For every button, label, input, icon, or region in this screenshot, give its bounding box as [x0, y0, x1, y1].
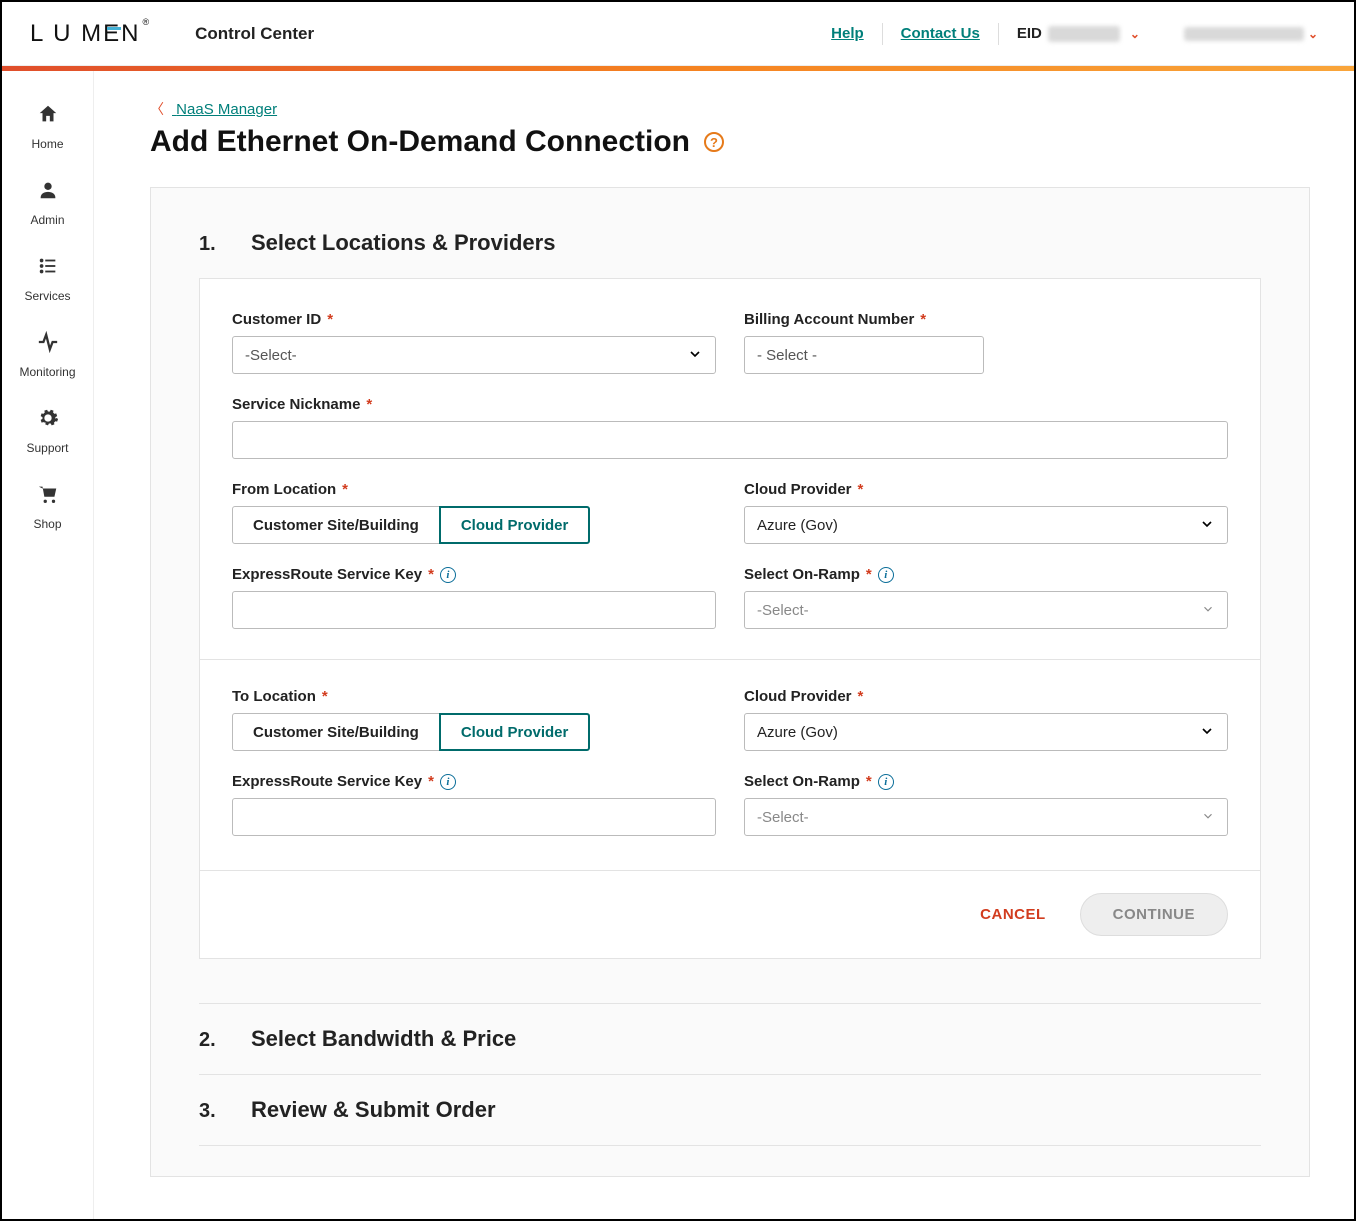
- to-customer-site-button[interactable]: Customer Site/Building: [232, 713, 440, 751]
- from-customer-site-button[interactable]: Customer Site/Building: [232, 506, 440, 544]
- info-icon[interactable]: i: [878, 774, 894, 790]
- sidebar-item-label: Support: [26, 441, 68, 455]
- nickname-label: Service Nickname *: [232, 396, 1228, 413]
- eid-value-redacted: [1048, 26, 1120, 42]
- info-icon[interactable]: i: [440, 567, 456, 583]
- app-title: Control Center: [195, 24, 314, 44]
- sidebar-item-monitoring[interactable]: Monitoring: [2, 317, 93, 393]
- cart-icon: [37, 483, 59, 511]
- sidebar-item-admin[interactable]: Admin: [2, 165, 93, 241]
- divider: [200, 659, 1260, 660]
- help-link[interactable]: Help: [813, 23, 883, 45]
- step-1-card: Customer ID * -Select- Billing Account N…: [199, 278, 1261, 959]
- page-title: Add Ethernet On-Demand Connection ?: [150, 125, 1310, 159]
- info-icon[interactable]: i: [878, 567, 894, 583]
- step-2-header[interactable]: 2. Select Bandwidth & Price: [199, 1003, 1261, 1074]
- eid-dropdown[interactable]: EID ⌄: [999, 25, 1148, 42]
- to-cloud-provider-button[interactable]: Cloud Provider: [439, 713, 591, 751]
- to-express-key-label: ExpressRoute Service Key * i: [232, 773, 716, 790]
- sidebar-item-label: Admin: [30, 213, 64, 227]
- gear-icon: [37, 407, 59, 435]
- customer-id-select[interactable]: -Select-: [232, 336, 716, 374]
- cancel-button[interactable]: CANCEL: [980, 906, 1046, 923]
- to-location-label: To Location *: [232, 688, 716, 705]
- nickname-input[interactable]: [232, 421, 1228, 459]
- chevron-down-icon: [1199, 723, 1215, 742]
- chevron-down-icon: [1201, 809, 1215, 826]
- from-location-toggle: Customer Site/Building Cloud Provider: [232, 506, 716, 544]
- to-cloud-provider-label: Cloud Provider *: [744, 688, 1228, 705]
- chevron-left-icon: 〈: [150, 99, 164, 119]
- from-location-label: From Location *: [232, 481, 716, 498]
- from-cloud-provider-label: Cloud Provider *: [744, 481, 1228, 498]
- wizard-panel: 1. Select Locations & Providers Customer…: [150, 187, 1310, 1177]
- breadcrumb-link[interactable]: NaaS Manager: [172, 101, 277, 118]
- app-header: L U M E N® Control Center Help Contact U…: [2, 2, 1354, 66]
- pulse-icon: [37, 331, 59, 359]
- home-icon: [37, 103, 59, 131]
- from-onramp-label: Select On-Ramp * i: [744, 566, 1228, 583]
- account-dropdown[interactable]: ⌄: [1148, 27, 1326, 41]
- billing-label: Billing Account Number *: [744, 311, 1228, 328]
- sidebar-item-label: Monitoring: [19, 365, 75, 379]
- breadcrumb[interactable]: 〈 NaaS Manager: [150, 99, 1310, 119]
- from-express-key-label: ExpressRoute Service Key * i: [232, 566, 716, 583]
- from-express-key-input[interactable]: [232, 591, 716, 629]
- continue-button[interactable]: CONTINUE: [1080, 893, 1228, 936]
- sidebar: Home Admin Services Monitoring Support S…: [2, 71, 94, 1219]
- eid-label: EID: [1017, 25, 1042, 42]
- step-1-header: 1. Select Locations & Providers: [199, 230, 1261, 256]
- sidebar-item-home[interactable]: Home: [2, 89, 93, 165]
- chevron-down-icon: ⌄: [1308, 27, 1318, 41]
- contact-link[interactable]: Contact Us: [883, 23, 999, 45]
- to-express-key-input[interactable]: [232, 798, 716, 836]
- to-onramp-select[interactable]: -Select-: [744, 798, 1228, 836]
- chevron-down-icon: ⌄: [1130, 27, 1140, 41]
- sidebar-item-label: Home: [31, 137, 63, 151]
- from-onramp-select[interactable]: -Select-: [744, 591, 1228, 629]
- list-icon: [37, 255, 59, 283]
- from-cloud-provider-select[interactable]: Azure (Gov): [744, 506, 1228, 544]
- sidebar-item-label: Shop: [33, 517, 61, 531]
- sidebar-item-label: Services: [24, 289, 70, 303]
- chevron-down-icon: [687, 346, 703, 365]
- from-cloud-provider-button[interactable]: Cloud Provider: [439, 506, 591, 544]
- info-icon[interactable]: i: [440, 774, 456, 790]
- to-cloud-provider-select[interactable]: Azure (Gov): [744, 713, 1228, 751]
- to-location-toggle: Customer Site/Building Cloud Provider: [232, 713, 716, 751]
- user-icon: [37, 179, 59, 207]
- customer-id-label: Customer ID *: [232, 311, 716, 328]
- step-3-header[interactable]: 3. Review & Submit Order: [199, 1074, 1261, 1146]
- help-icon[interactable]: ?: [704, 132, 724, 152]
- sidebar-item-shop[interactable]: Shop: [2, 469, 93, 545]
- step-1-footer: CANCEL CONTINUE: [200, 870, 1260, 958]
- chevron-down-icon: [1201, 602, 1215, 619]
- chevron-down-icon: [1199, 516, 1215, 535]
- sidebar-item-services[interactable]: Services: [2, 241, 93, 317]
- billing-select[interactable]: - Select -: [744, 336, 984, 374]
- to-onramp-label: Select On-Ramp * i: [744, 773, 1228, 790]
- main-content: 〈 NaaS Manager Add Ethernet On-Demand Co…: [94, 71, 1354, 1219]
- account-value-redacted: [1184, 27, 1304, 41]
- brand-logo: L U M E N®: [30, 20, 151, 48]
- sidebar-item-support[interactable]: Support: [2, 393, 93, 469]
